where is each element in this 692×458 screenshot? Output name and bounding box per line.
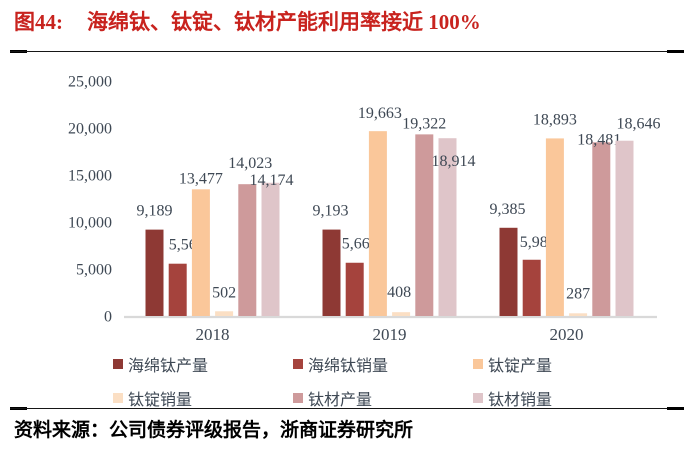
value-label: 287 [566, 285, 590, 302]
bar-2020-s3 [569, 313, 588, 316]
legend-swatch [293, 393, 303, 403]
value-label: 18,914 [432, 153, 476, 170]
value-label: 13,477 [179, 170, 223, 187]
figure-title: 图44: 海绵钛、钛锭、钛材产能利用率接近 100% [14, 9, 481, 36]
legend-swatch [293, 359, 303, 369]
value-label: 9,193 [313, 203, 349, 220]
legend-item: 钛材销量 [473, 389, 553, 409]
y-tick-label: 20,000 [68, 121, 112, 138]
bar-2019-s1 [345, 262, 364, 316]
bar-2019-s5 [438, 138, 457, 316]
legend-swatch [473, 393, 483, 403]
source-note: 资料来源：公司债券评级报告，浙商证券研究所 [14, 420, 414, 441]
legend-label: 海绵钛销量 [308, 358, 389, 375]
legend-label: 钛材产量 [308, 392, 373, 409]
x-axis-label: 2020 [550, 325, 584, 344]
bar-2020-s0 [499, 227, 518, 316]
bottom-rule [10, 407, 684, 411]
legend-label: 钛锭产量 [488, 358, 553, 375]
figure-number: 图44: [14, 10, 63, 34]
legend-label: 海绵钛产量 [128, 358, 209, 375]
bar-2018-s4 [238, 184, 257, 316]
bar-2019-s0 [322, 229, 341, 316]
top-rule [10, 50, 684, 54]
value-label: 5,665 [342, 236, 378, 253]
x-axis-label: 2019 [373, 325, 407, 344]
legend-item: 钛锭销量 [113, 389, 193, 409]
legend-swatch [113, 393, 123, 403]
value-label: 18,893 [533, 111, 577, 128]
bar-2020-s1 [522, 259, 541, 316]
value-label: 19,322 [402, 115, 446, 132]
legend-swatch [113, 359, 123, 369]
bar-2018-s0 [145, 229, 164, 316]
bar-2018-s5 [261, 182, 280, 316]
legend-item: 海绵钛产量 [113, 355, 209, 375]
bar-2020-s4 [592, 142, 611, 316]
figure-title-text: 海绵钛、钛锭、钛材产能利用率接近 100% [87, 10, 481, 34]
value-label: 19,663 [358, 105, 402, 122]
legend-item: 海绵钛销量 [293, 355, 389, 375]
bar-2020-s2 [545, 138, 564, 316]
bar-2019-s3 [392, 312, 411, 316]
value-label: 18,481 [577, 131, 621, 148]
x-axis-label: 2018 [196, 325, 230, 344]
value-label: 502 [212, 284, 236, 301]
bar-chart: 05,00010,00015,00020,00025,0009,1895,564… [68, 74, 661, 345]
bar-2020-s5 [615, 140, 634, 316]
value-label: 9,189 [137, 203, 173, 220]
legend-label: 钛锭销量 [128, 392, 193, 409]
legend-label: 钛材销量 [488, 392, 553, 409]
bar-2018-s2 [191, 189, 210, 316]
value-label: 14,174 [250, 172, 294, 189]
bar-2019-s2 [368, 131, 387, 316]
y-tick-label: 15,000 [68, 168, 112, 185]
y-tick-label: 0 [104, 309, 112, 326]
bar-2018-s1 [168, 263, 187, 316]
legend-item: 钛材产量 [293, 389, 373, 409]
bar-2019-s4 [415, 134, 434, 316]
value-label: 14,023 [228, 155, 272, 172]
y-tick-label: 25,000 [68, 74, 112, 91]
legend-item: 钛锭产量 [473, 355, 553, 375]
value-label: 9,385 [490, 201, 526, 218]
y-tick-label: 5,000 [76, 262, 112, 279]
y-tick-label: 10,000 [68, 215, 112, 232]
legend-swatch [473, 359, 483, 369]
value-label: 18,646 [617, 116, 661, 133]
value-label: 408 [387, 284, 411, 301]
bar-2018-s3 [215, 311, 234, 316]
